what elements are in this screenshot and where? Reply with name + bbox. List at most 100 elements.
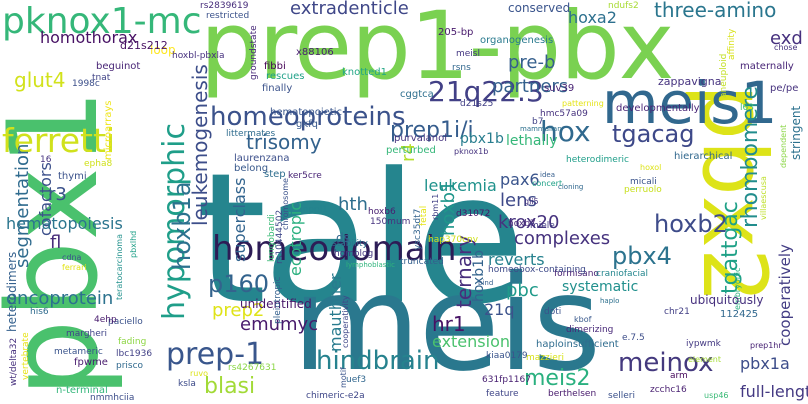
- cloud-word: three-amino: [654, 0, 777, 22]
- cloud-word: vertebrate: [21, 332, 31, 380]
- cloud-word: margheri: [66, 329, 107, 339]
- cloud-word: heterodimeric: [566, 155, 629, 165]
- cloud-word: lens: [500, 190, 537, 211]
- cloud-word: ds: [336, 231, 350, 245]
- cloud-word: cdna: [62, 253, 82, 262]
- cloud-word: element: [688, 355, 721, 364]
- cloud-word: pax6: [500, 170, 540, 189]
- cloud-word: belong: [234, 163, 269, 174]
- cloud-word: hierarchical: [674, 151, 733, 162]
- cloud-word: stringent: [789, 105, 803, 160]
- cloud-word: partners: [492, 76, 569, 97]
- cloud-word: ksla: [178, 379, 196, 389]
- cloud-word: thymi: [58, 171, 87, 182]
- cloud-word: his6: [30, 307, 49, 317]
- cloud-word: systematic: [562, 279, 639, 295]
- cloud-word: bind: [478, 279, 494, 287]
- cloud-word: meis: [292, 247, 601, 401]
- cloud-word: rescues: [266, 71, 305, 82]
- cloud-word: finally: [262, 83, 293, 94]
- cloud-word: homeobox-containing: [488, 265, 586, 275]
- cloud-word: x88106: [296, 47, 334, 58]
- cloud-word: 150mum: [370, 217, 411, 227]
- cloud-word: nmmhciia: [90, 393, 135, 403]
- cloud-word: 631fp1167: [482, 375, 531, 385]
- cloud-word: cooperativity: [341, 295, 350, 348]
- cloud-word: fading: [118, 337, 147, 347]
- cloud-word: d31072: [456, 209, 491, 219]
- cloud-word: hoxb6: [368, 207, 396, 217]
- cloud-word: hoxa2: [568, 8, 617, 27]
- cloud-word: truncated: [400, 257, 444, 267]
- cloud-word: n-terminal: [56, 385, 108, 396]
- cloud-word: motif: [339, 367, 348, 388]
- cloud-word: meis1: [602, 69, 778, 137]
- cloud-word: loop: [150, 43, 176, 57]
- cloud-word: meinox: [618, 348, 714, 378]
- cloud-word: concert: [532, 179, 563, 188]
- cloud-word: ruvo: [190, 369, 208, 378]
- cloud-word: kiaa0179: [486, 351, 528, 361]
- cloud-word: hoxol: [640, 163, 662, 172]
- cloud-word: mazzieri: [526, 353, 564, 363]
- cloud-word: fibbi: [264, 61, 286, 72]
- cloud-word: littermates: [226, 129, 276, 139]
- cloud-word: 21q: [484, 300, 515, 319]
- cloud-word: chose: [774, 43, 798, 52]
- cloud-word: hr1: [432, 312, 466, 336]
- cloud-word: micali: [630, 177, 657, 187]
- cloud-word: dimerizing: [566, 325, 614, 335]
- cloud-word: glut4: [14, 68, 66, 92]
- cloud-word: haplo: [600, 297, 620, 305]
- cloud-word: teratocarcinoma: [115, 234, 124, 300]
- cloud-word: hematopoietic: [270, 107, 342, 118]
- cloud-word: ysc35dt7: [413, 208, 423, 250]
- cloud-word: meisl: [456, 49, 480, 59]
- cloud-word: unidentified: [240, 297, 312, 311]
- cloud-word: haploinsufficient: [536, 339, 619, 350]
- cloud-word: miele: [530, 221, 555, 231]
- cloud-word: meis2: [524, 366, 591, 391]
- cloud-word: ker5cre: [288, 171, 322, 181]
- cloud-word: gkfq: [296, 119, 319, 130]
- cloud-word: 4ehp: [94, 315, 117, 325]
- cloud-word: dependent: [779, 124, 788, 168]
- cloud-word: 21q22.3: [428, 75, 544, 108]
- cloud-word: chr21: [664, 307, 690, 317]
- cloud-word: arm: [670, 371, 688, 381]
- cloud-word: idea: [540, 171, 555, 179]
- cloud-word: trisomy: [246, 130, 322, 154]
- cloud-word: conserved: [508, 1, 571, 15]
- cloud-word: prisco: [116, 361, 144, 371]
- cloud-word: prep1-pbx: [200, 0, 674, 101]
- cloud-word: rs2839619: [200, 1, 249, 11]
- cloud-word: extradenticle: [290, 0, 409, 19]
- cloud-word: laurenzana: [234, 153, 290, 164]
- cloud-word: zappavigna: [658, 75, 722, 88]
- cloud-word: superclass: [230, 177, 249, 262]
- cloud-word: segmentation: [12, 143, 33, 268]
- cloud-word: selleri: [608, 391, 635, 401]
- cloud-word: pe/pe: [770, 83, 799, 94]
- cloud-word: heterodimers: [5, 251, 19, 332]
- cloud-word: pbc: [506, 280, 539, 301]
- cloud-word: cloning: [558, 183, 584, 191]
- cloud-word: homothorax: [40, 28, 138, 47]
- cloud-word: feature: [486, 389, 519, 399]
- cloud-word: restricted: [206, 11, 250, 21]
- cloud-word: usp46: [704, 391, 729, 400]
- cloud-word: 16: [40, 155, 52, 165]
- cloud-word: maternally: [740, 61, 794, 72]
- cloud-word: microarrays: [103, 100, 114, 160]
- cloud-word: blasi: [204, 374, 256, 399]
- cloud-word: step: [264, 169, 286, 180]
- cloud-word: ndufs2: [608, 1, 639, 11]
- cloud-word: ferrari: [62, 263, 87, 272]
- cloud-word: stability: [332, 239, 368, 249]
- cloud-word: developmentally: [616, 103, 700, 114]
- cloud-word: kbof: [574, 315, 592, 324]
- cloud-word: r3: [48, 184, 67, 205]
- cloud-word: homeoproteins: [210, 102, 406, 132]
- cloud-word: groundstate: [249, 25, 259, 80]
- cloud-word: hoxb2: [654, 210, 728, 238]
